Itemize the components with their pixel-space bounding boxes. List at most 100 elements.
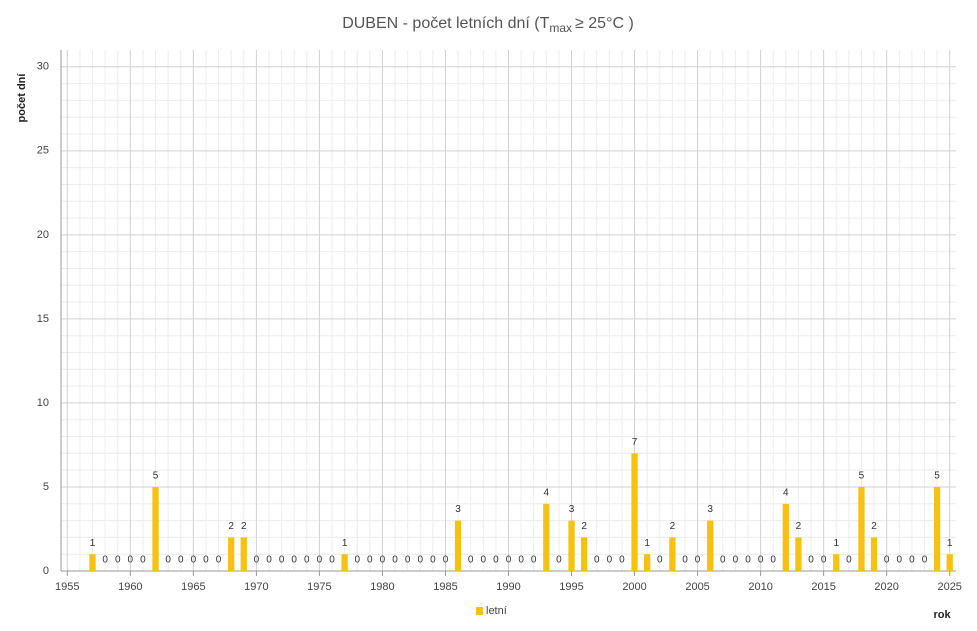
data-label: 4 [544,487,550,498]
x-tick-label: 2010 [748,581,772,593]
x-tick-label: 2020 [874,581,898,593]
data-label: 0 [405,555,411,566]
y-tick-label: 5 [43,481,49,493]
x-tick-label: 2025 [937,581,961,593]
y-axis-label: počet dní [16,73,28,123]
data-label: 0 [518,555,524,566]
bar [240,537,247,571]
bar [152,486,159,571]
data-label: 0 [191,555,197,566]
x-axis-label: rok [933,609,951,621]
bar [933,486,941,571]
data-label: 0 [481,555,487,566]
x-tick-label: 2000 [622,581,646,593]
data-label: 1 [342,538,348,549]
data-label: 0 [922,555,928,566]
data-label: 0 [380,555,386,566]
data-label: 0 [506,555,512,566]
data-label: 3 [569,504,575,515]
data-label: 0 [493,555,499,566]
x-tick-label: 1965 [181,581,205,593]
data-label: 0 [657,555,663,566]
data-label: 0 [556,555,562,566]
data-label: 0 [417,555,423,566]
data-label: 0 [733,555,739,566]
data-label: 2 [670,521,676,532]
data-label: 0 [392,555,398,566]
data-label: 0 [165,555,171,566]
data-label: 0 [695,555,701,566]
bar [341,554,348,571]
data-label: 5 [859,471,865,482]
data-label: 0 [354,555,360,566]
data-label: 0 [216,555,222,566]
bar [707,520,714,571]
data-label: 0 [430,555,436,566]
data-label: 0 [896,555,902,566]
data-label: 0 [102,555,108,566]
x-tick-label: 1995 [559,581,583,593]
data-label: 1 [947,538,953,549]
data-label: 1 [833,538,839,549]
data-label: 0 [304,555,310,566]
x-tick-label: 1980 [370,581,394,593]
data-label: 0 [846,555,852,566]
data-label: 0 [203,555,209,566]
data-label: 0 [291,555,297,566]
x-tick-label: 1955 [55,581,79,593]
data-label: 0 [909,555,915,566]
data-label: 5 [934,471,940,482]
chart-title: DUBEN - počet letních dní (Tmax ≥ 25°C ) [342,15,634,35]
data-label: 4 [783,487,789,498]
data-label: 0 [128,555,134,566]
bar [89,554,96,571]
data-label: 0 [140,555,146,566]
y-tick-label: 10 [37,397,49,409]
data-label: 0 [758,555,764,566]
data-label: 0 [619,555,625,566]
data-label: 0 [115,555,121,566]
data-label: 0 [607,555,613,566]
bar [568,520,575,571]
data-label: 0 [468,555,474,566]
legend-label: letní [486,605,507,617]
legend-swatch [476,607,483,615]
data-label: 0 [329,555,335,566]
x-tick-label: 2015 [811,581,835,593]
y-tick-label: 20 [37,229,49,241]
data-label: 0 [531,555,537,566]
data-label: 2 [241,521,247,532]
data-label: 5 [153,471,159,482]
data-label: 0 [682,555,688,566]
data-label: 2 [796,521,802,532]
data-label: 0 [317,555,323,566]
data-label: 2 [871,521,877,532]
bar [858,486,865,571]
bar [454,520,462,571]
data-label: 0 [594,555,600,566]
x-tick-label: 1970 [244,581,268,593]
data-label: 0 [808,555,814,566]
x-tick-label: 1960 [118,581,142,593]
data-label: 0 [770,555,776,566]
data-label: 0 [367,555,373,566]
x-tick-label: 1975 [307,581,331,593]
y-tick-label: 15 [37,313,49,325]
data-label: 0 [266,555,272,566]
data-label: 0 [254,555,260,566]
bar [228,537,235,571]
data-label: 7 [632,437,638,448]
x-tick-label: 1985 [433,581,457,593]
bar [870,537,878,571]
bar [580,537,588,571]
bar [946,554,953,571]
bar [543,503,550,571]
bar [631,453,638,571]
bar [833,554,840,571]
data-label: 3 [455,504,461,515]
data-label: 3 [707,504,713,515]
y-tick-label: 0 [43,565,49,577]
data-label: 2 [581,521,587,532]
data-label: 0 [745,555,751,566]
